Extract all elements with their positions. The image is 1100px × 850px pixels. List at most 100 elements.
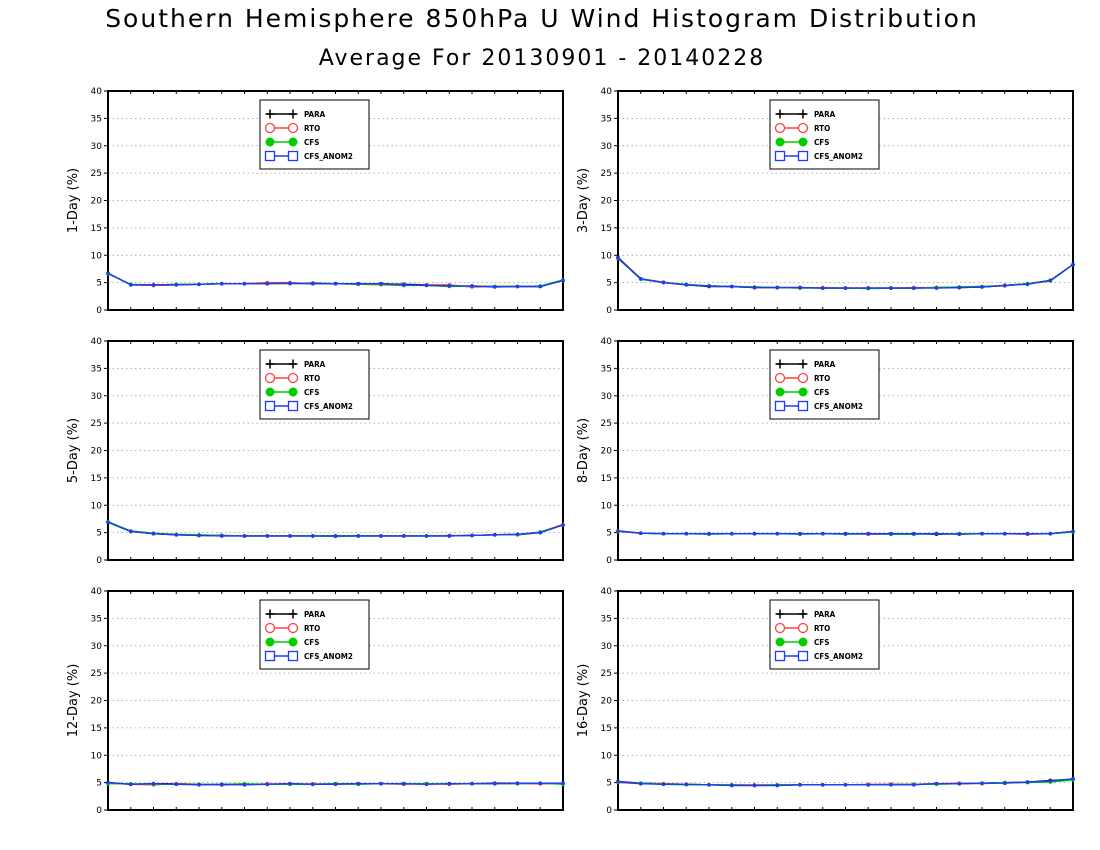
legend-marker-plus — [798, 609, 808, 619]
data-point-cfs-anom2 — [515, 284, 520, 289]
y-tick-label: 40 — [601, 587, 613, 597]
data-point-cfs-anom2 — [1048, 278, 1053, 283]
y-tick-label: 25 — [91, 669, 102, 679]
data-point-cfs-anom2 — [980, 531, 984, 536]
legend-label: RTO — [304, 124, 320, 133]
data-point-cfs-anom2 — [561, 523, 565, 527]
data-point-cfs-anom2 — [151, 283, 156, 287]
chart-title: Southern Hemisphere 850hPa U Wind Histog… — [105, 4, 979, 33]
legend-marker-open-square — [287, 650, 299, 662]
legend-marker-filled-circle — [798, 387, 808, 397]
data-point-cfs-anom2 — [730, 531, 734, 536]
y-tick-label: 30 — [91, 642, 103, 652]
data-point-cfs-anom2 — [493, 533, 497, 537]
plot-frame — [107, 90, 564, 311]
data-point-cfs-anom2 — [402, 534, 406, 538]
plot-frame — [107, 340, 564, 561]
y-tick-label: 40 — [91, 337, 103, 347]
y-tick-label: 20 — [601, 697, 613, 707]
data-point-cfs-anom2 — [561, 278, 565, 283]
data-point-cfs-anom2 — [752, 531, 757, 536]
data-point-cfs-anom2 — [775, 285, 780, 290]
y-tick-label: 20 — [91, 447, 103, 457]
legend-label: RTO — [304, 624, 320, 633]
legend-marker-plus — [288, 359, 298, 369]
plot-frame — [617, 90, 1074, 311]
data-point-cfs-anom2 — [515, 532, 520, 537]
data-point-cfs-anom2 — [730, 284, 734, 289]
legend-marker-filled-circle — [288, 637, 298, 647]
data-point-cfs-anom2 — [242, 534, 247, 538]
legend-marker-plus — [265, 609, 275, 619]
y-tick-label: 35 — [91, 364, 102, 374]
legend-marker-open-circle — [797, 122, 809, 134]
data-point-cfs-anom2 — [821, 531, 825, 536]
data-point-cfs-anom2 — [402, 781, 406, 786]
y-tick-label: 0 — [606, 556, 612, 566]
data-point-cfs-anom2 — [639, 781, 643, 786]
data-point-cfs-anom2 — [265, 782, 270, 787]
y-tick-label: 15 — [91, 474, 102, 484]
data-point-cfs-anom2 — [957, 285, 962, 290]
data-point-cfs-anom2 — [684, 531, 689, 536]
data-point-cfs-anom2 — [1025, 531, 1030, 536]
legend-label: CFS — [304, 138, 319, 147]
y-tick-label: 25 — [601, 169, 612, 179]
data-point-cfs-anom2 — [311, 281, 315, 286]
data-point-cfs-anom2 — [129, 782, 133, 787]
data-point-cfs-anom2 — [843, 286, 848, 290]
data-point-cfs-anom2 — [707, 783, 711, 787]
legend-marker-filled-circle — [288, 387, 298, 397]
data-point-cfs-anom2 — [661, 280, 666, 285]
data-point-cfs-anom2 — [798, 285, 802, 290]
legend-marker-filled-circle — [798, 137, 808, 147]
y-tick-label: 40 — [601, 87, 613, 97]
data-point-cfs-anom2 — [843, 783, 848, 787]
data-point-cfs-anom2 — [311, 782, 315, 787]
data-point-cfs-anom2 — [106, 780, 110, 785]
data-point-cfs-anom2 — [912, 531, 916, 536]
legend-marker-open-square — [264, 650, 276, 662]
data-point-cfs-anom2 — [843, 531, 848, 536]
data-point-cfs-anom2 — [538, 530, 543, 535]
legend-marker-plus — [775, 359, 785, 369]
y-tick-label: 30 — [91, 142, 103, 152]
data-point-cfs-anom2 — [866, 531, 871, 536]
y-axis-label: 3-Day (%) — [576, 168, 591, 233]
y-tick-label: 0 — [96, 306, 102, 316]
data-point-cfs-anom2 — [866, 783, 871, 787]
data-point-cfs-anom2 — [775, 783, 780, 788]
data-point-cfs-anom2 — [333, 782, 338, 787]
data-point-cfs-anom2 — [402, 283, 406, 287]
data-point-cfs-anom2 — [1071, 529, 1075, 534]
data-point-cfs-anom2 — [447, 534, 452, 538]
y-tick-label: 5 — [606, 529, 612, 539]
y-tick-label: 15 — [91, 724, 102, 734]
legend-marker-open-circle — [774, 372, 786, 384]
y-tick-label: 30 — [601, 642, 613, 652]
data-point-cfs-anom2 — [798, 531, 802, 536]
legend-marker-filled-circle — [775, 637, 785, 647]
legend-label: PARA — [304, 360, 326, 369]
data-point-cfs-anom2 — [242, 281, 247, 286]
legend-label: PARA — [814, 360, 836, 369]
legend-label: PARA — [304, 110, 326, 119]
data-point-cfs-anom2 — [447, 284, 452, 288]
data-point-cfs-anom2 — [129, 283, 133, 287]
data-point-cfs-anom2 — [912, 783, 916, 787]
data-point-cfs-anom2 — [798, 783, 802, 787]
data-point-cfs-anom2 — [379, 281, 383, 286]
legend-label: CFS_ANOM2 — [814, 402, 863, 411]
y-tick-label: 25 — [601, 669, 612, 679]
data-point-cfs-anom2 — [707, 284, 711, 288]
legend-label: CFS — [304, 388, 319, 397]
data-point-cfs-anom2 — [934, 531, 939, 536]
legend-marker-open-circle — [774, 622, 786, 634]
legend-marker-plus — [265, 359, 275, 369]
panel-8-day: 0 5 10 15 20 25 30 35 40 8-Day (%) PARA RTO CFS CFS_A… — [576, 337, 1075, 566]
legend-marker-open-square — [264, 400, 276, 412]
y-tick-label: 5 — [96, 529, 102, 539]
data-point-cfs-anom2 — [493, 781, 497, 786]
data-point-cfs-anom2 — [912, 286, 916, 290]
